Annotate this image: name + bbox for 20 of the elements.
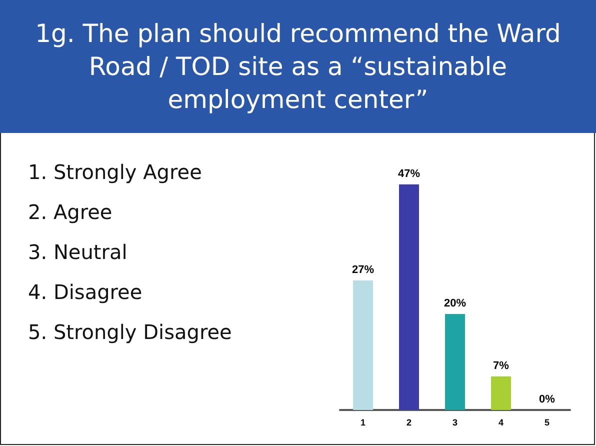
x-tick-label: 5 — [544, 418, 550, 428]
text: 1. Strongly Agree — [28, 159, 203, 186]
x-tick-label: 1 — [360, 418, 366, 428]
chart-title: 1g. The plan should recommend the Ward Road / TOD site as a “sustainable employment center” — [0, 0, 596, 133]
bar — [399, 184, 419, 410]
data-label: 27% — [352, 264, 374, 276]
x-tick-label: 2 — [406, 418, 412, 428]
bar — [353, 280, 373, 410]
data-label: 20% — [444, 298, 466, 310]
x-tick-label: 3 — [452, 418, 458, 428]
text: 5. Strongly Disagree — [28, 319, 232, 346]
x-tick-label: 4 — [498, 418, 504, 428]
data-label: 0% — [539, 394, 556, 406]
text: 4. Disagree — [28, 279, 144, 306]
data-label: 47% — [398, 168, 420, 180]
bar — [491, 376, 511, 410]
text: 2. Agree — [28, 199, 114, 226]
text: 3. Neutral — [28, 239, 128, 266]
bar — [445, 314, 465, 410]
data-label: 7% — [493, 360, 510, 372]
